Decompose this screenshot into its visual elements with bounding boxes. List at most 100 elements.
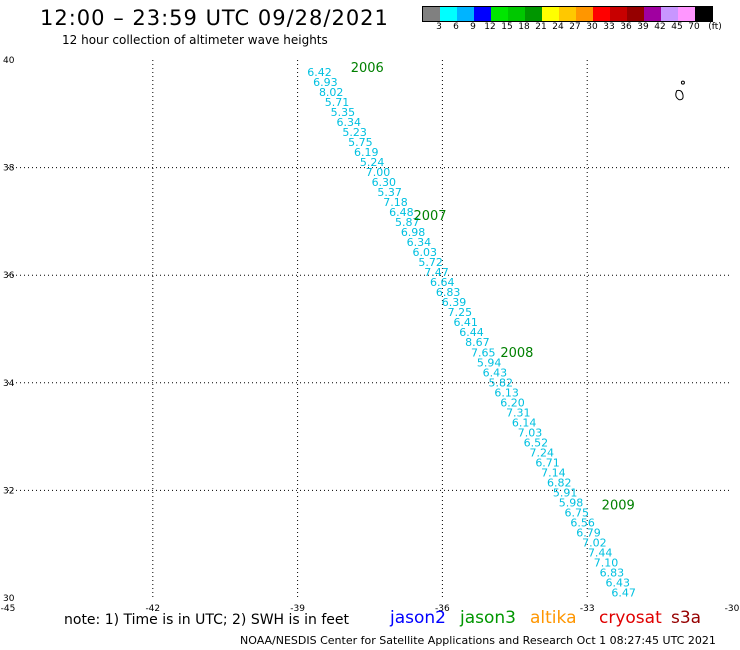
wave-height-value: 7.65 (471, 346, 496, 359)
color-scale-label: 3 (436, 22, 442, 32)
color-swatch (474, 7, 491, 21)
wave-height-value: 6.71 (535, 456, 560, 469)
units-note: note: 1) Time is in UTC; 2) SWH is in fe… (64, 612, 350, 628)
color-scale-label: 45 (671, 22, 683, 32)
color-scale-label: 39 (637, 22, 649, 32)
x-tick-label: -42 (145, 604, 160, 614)
x-tick-label: -39 (290, 604, 305, 614)
wave-height-value: 6.98 (401, 226, 426, 239)
color-swatch (610, 7, 627, 21)
color-swatch (695, 7, 712, 21)
color-scale-label: 6 (453, 22, 459, 32)
hour-label: 2006 (351, 61, 384, 76)
wave-height-value: 7.00 (366, 166, 391, 179)
wave-height-value: 6.93 (313, 76, 338, 89)
wave-height-value: 6.20 (500, 396, 525, 409)
color-scale-labels: 3 6 9 12 15 18 21 24 27 30 33 36 39 42 45 70 (ft) (422, 22, 732, 34)
y-tick-label: 40 (3, 56, 15, 66)
color-scale-label: 24 (552, 22, 564, 32)
mission-label: altika (530, 608, 577, 628)
wave-height-value: 6.47 (611, 587, 636, 600)
mission-label: cryosat (599, 608, 662, 628)
color-scale-label: 33 (603, 22, 615, 32)
wave-height-value: 6.39 (442, 296, 467, 309)
wave-height-value: 5.75 (348, 136, 373, 149)
color-swatch (661, 7, 678, 21)
color-scale-label: 70 (688, 22, 700, 32)
hour-label: 2007 (413, 209, 446, 224)
wave-height-value: 6.48 (389, 206, 414, 219)
wave-height-value: 5.91 (553, 486, 578, 499)
color-swatch (576, 7, 593, 21)
color-swatch (508, 7, 525, 21)
islet-outline (680, 80, 685, 85)
wave-height-value: 5.24 (360, 156, 385, 169)
mission-label: jason3 (460, 608, 516, 628)
wave-height-value: 6.83 (436, 286, 461, 299)
x-tick-label: -33 (580, 604, 595, 614)
wave-height-value: 5.37 (377, 186, 402, 199)
color-scale-label: 30 (586, 22, 598, 32)
color-scale-label: 36 (620, 22, 632, 32)
x-tick-label: -45 (1, 604, 16, 614)
wave-height-value: 5.94 (477, 356, 502, 369)
wave-height-value: 7.24 (529, 446, 554, 459)
wave-height-value: 7.25 (448, 306, 473, 319)
wave-height-value: 7.10 (594, 557, 619, 570)
color-swatch (559, 7, 576, 21)
wave-height-value: 6.43 (605, 577, 630, 590)
wave-height-value: 5.71 (325, 96, 350, 109)
wave-height-value: 6.82 (547, 476, 572, 489)
mission-label: jason2 (390, 608, 446, 628)
color-swatch (491, 7, 508, 21)
color-swatch (542, 7, 559, 21)
y-tick-label: 32 (3, 486, 14, 496)
color-scale-label: 21 (535, 22, 547, 32)
color-swatch (593, 7, 610, 21)
wave-height-value: 6.30 (372, 176, 397, 189)
wave-height-value: 6.13 (494, 386, 519, 399)
wave-height-value: 6.34 (407, 236, 432, 249)
mission-label: s3a (671, 608, 702, 628)
color-scale-label: 9 (470, 22, 476, 32)
wave-height-value: 7.44 (588, 547, 613, 560)
color-swatch (678, 7, 695, 21)
hour-label: 2008 (500, 346, 533, 361)
wave-height-value: 6.64 (430, 276, 455, 289)
color-scale-label: (ft) (708, 22, 722, 32)
wave-height-value: 8.02 (319, 86, 344, 99)
color-swatch (525, 7, 542, 21)
wave-height-value: 5.35 (331, 106, 356, 119)
y-tick-label: 30 (3, 594, 15, 604)
color-swatch (423, 7, 440, 21)
color-scale-label: 12 (484, 22, 496, 32)
wave-height-value: 5.82 (489, 376, 514, 389)
wave-height-value: 7.31 (506, 406, 530, 419)
wave-height-value: 8.67 (465, 336, 490, 349)
wave-height-value: 7.03 (518, 426, 543, 439)
color-scale-label: 27 (569, 22, 581, 32)
y-tick-label: 34 (3, 379, 15, 389)
x-tick-label: -36 (435, 604, 450, 614)
color-swatch (644, 7, 661, 21)
map-title: 12:00 – 23:59 UTC 09/28/2021 (40, 6, 389, 30)
wave-height-value: 5.98 (559, 496, 584, 509)
color-swatch (627, 7, 644, 21)
color-swatch (457, 7, 474, 21)
wave-height-value: 6.79 (576, 527, 601, 540)
wave-height-value: 5.87 (395, 216, 420, 229)
color-swatch (440, 7, 457, 21)
wave-height-value: 6.42 (307, 66, 332, 79)
wave-height-value: 7.02 (582, 537, 607, 550)
wave-height-value: 6.44 (459, 326, 484, 339)
map-subtitle: 12 hour collection of altimeter wave hei… (62, 33, 328, 47)
color-scale-bar (422, 6, 713, 22)
wave-height-value: 6.03 (413, 246, 438, 259)
y-tick-label: 36 (3, 271, 15, 281)
wave-height-value: 6.41 (453, 316, 478, 329)
wave-height-value: 6.52 (524, 436, 549, 449)
wave-height-value: 5.23 (342, 126, 367, 139)
color-scale-label: 42 (654, 22, 666, 32)
y-tick-label: 38 (3, 164, 15, 174)
